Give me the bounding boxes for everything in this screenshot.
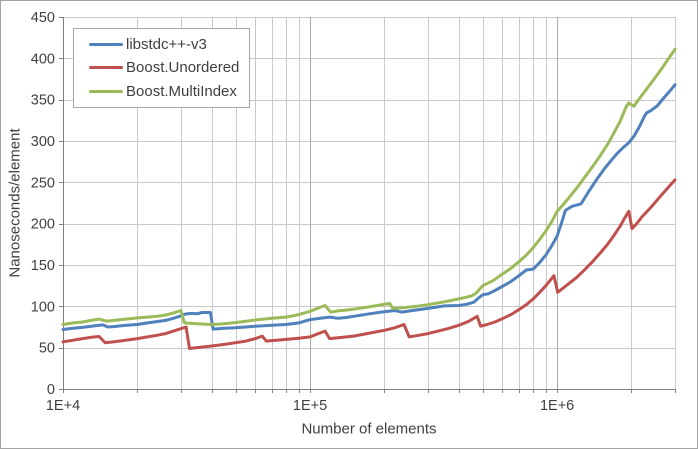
y-tick-label: 50 — [39, 341, 55, 357]
legend-swatch-boost-unordered — [89, 66, 123, 70]
series-line-boost-unordered — [61, 178, 677, 350]
legend-item-boost-unordered: Boost.Unordered — [74, 59, 249, 76]
y-tick-label: 450 — [31, 10, 55, 26]
series-line-boost-multiindex — [61, 47, 677, 326]
y-tick-label: 100 — [31, 299, 55, 315]
x-tick-label: 1E+5 — [293, 398, 327, 414]
y-tick-label: 350 — [31, 93, 55, 109]
legend: libstdc++-v3 Boost.Unordered Boost.Multi… — [73, 28, 250, 108]
legend-label-boost-multiindex: Boost.MultiIndex — [126, 82, 237, 100]
legend-label-libstdc: libstdc++-v3 — [126, 36, 207, 54]
legend-item-boost-multiindex: Boost.MultiIndex — [74, 83, 249, 100]
y-tick-label: 300 — [31, 134, 55, 150]
x-tick-label: 1E+4 — [46, 398, 80, 414]
legend-swatch-boost-multiindex — [89, 89, 123, 93]
y-tick-label: 0 — [47, 382, 55, 398]
y-axis-title: Nanoseconds/element — [6, 128, 24, 278]
legend-label-boost-unordered: Boost.Unordered — [126, 59, 240, 77]
y-tick-label: 200 — [31, 217, 55, 233]
x-axis-title: Number of elements — [301, 420, 437, 438]
legend-swatch-libstdc — [89, 43, 123, 47]
legend-item-libstdc: libstdc++-v3 — [74, 36, 249, 53]
y-tick-label: 250 — [31, 175, 55, 191]
y-tick-label: 150 — [31, 258, 55, 274]
y-tick-label: 400 — [31, 51, 55, 67]
series-line-libstdc-v3 — [61, 83, 677, 331]
x-tick-label: 1E+6 — [540, 398, 574, 414]
